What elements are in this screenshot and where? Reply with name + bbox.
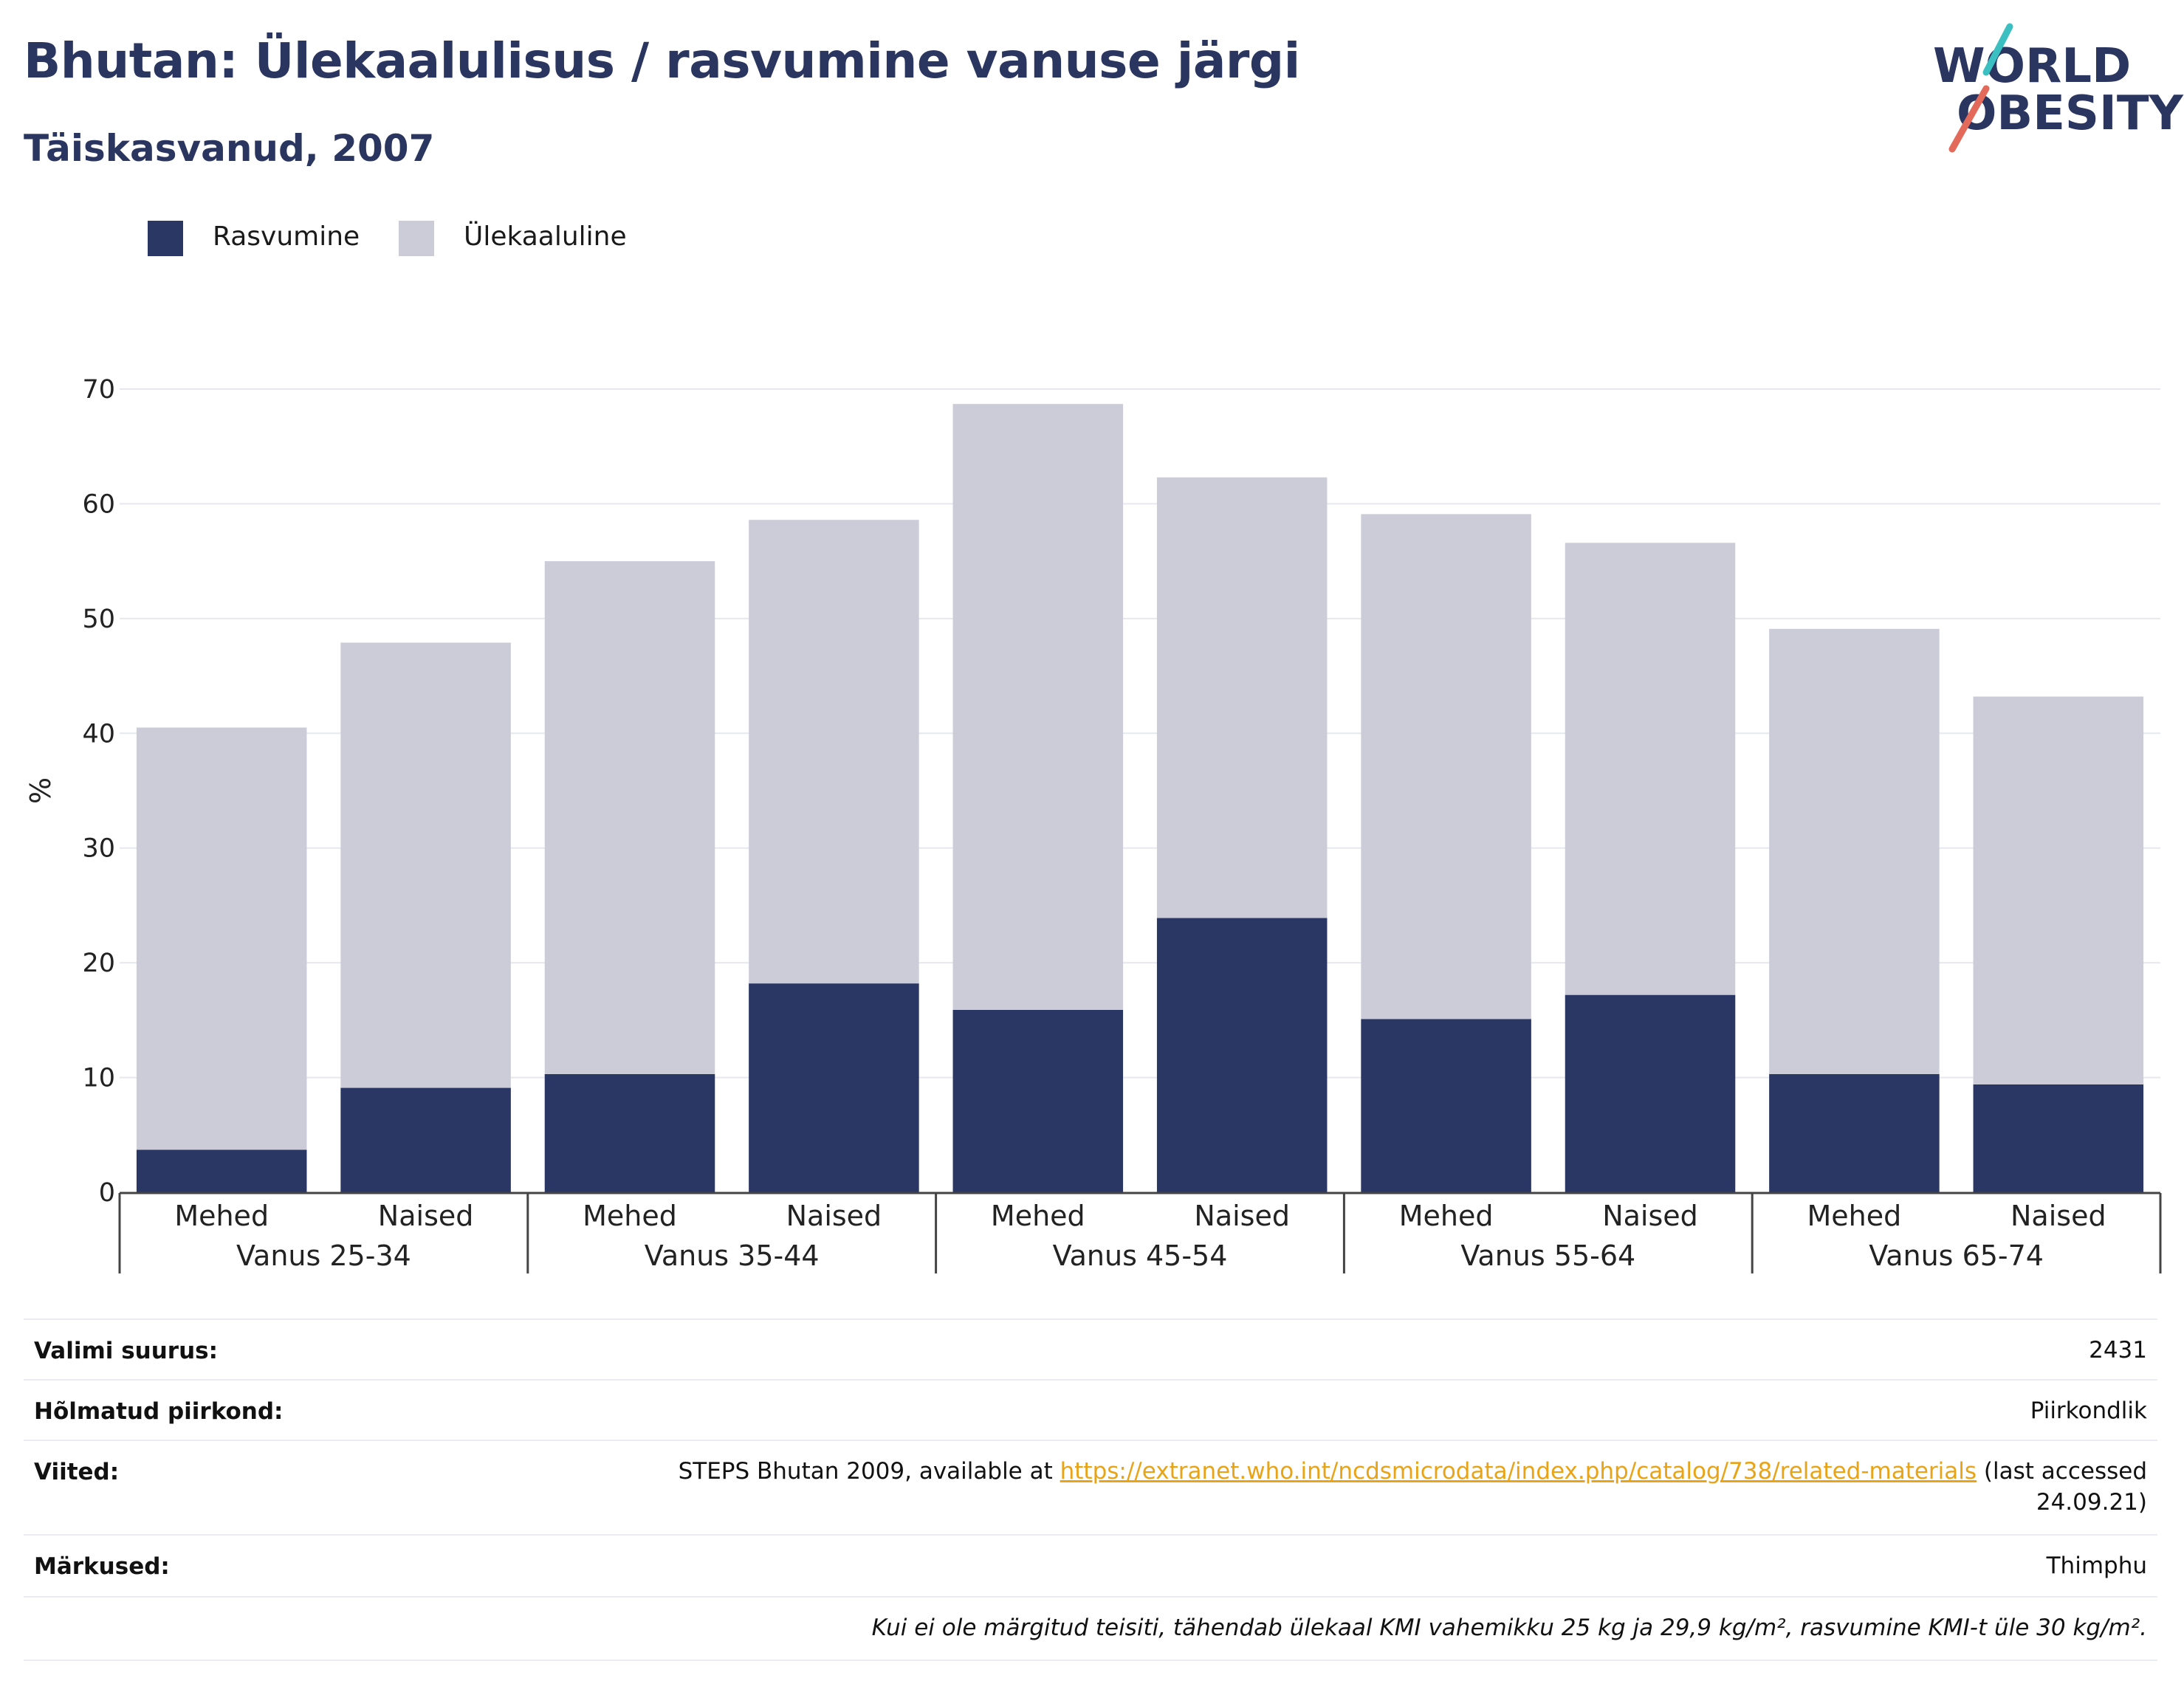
sample-size-label: Valimi suurus:: [34, 1338, 218, 1364]
info-row-footnote: Kui ei ole märgitud teisiti, tähendab ül…: [24, 1596, 2157, 1661]
y-tick-label: 60: [82, 489, 115, 519]
bar-rasvumine: [136, 1149, 307, 1192]
bar-rasvumine: [1156, 918, 1328, 1192]
references-date: 24.09.21): [2036, 1489, 2147, 1516]
legend-swatch-rasvumine: [148, 221, 183, 256]
info-row-references: Viited: STEPS Bhutan 2009, available at …: [24, 1440, 2157, 1534]
bar-rasvumine: [1769, 1073, 1940, 1192]
group-label: Vanus 35-44: [645, 1240, 820, 1272]
logo-text-obesity: OBESITY: [1957, 86, 2183, 141]
bar-rasvumine: [952, 1009, 1124, 1192]
region-label: Hõlmatud piirkond:: [34, 1398, 284, 1425]
notes-value: Thimphu: [2046, 1553, 2147, 1579]
bar-ulekaaluline: [1973, 696, 2144, 1084]
region-value: Piirkondlik: [2030, 1397, 2147, 1424]
bar-rasvumine: [340, 1087, 511, 1192]
x-tick-label: Mehed: [1399, 1200, 1494, 1232]
chart-title: Bhutan: Ülekaalulisus / rasvumine vanuse…: [24, 32, 1300, 89]
x-tick-label: Mehed: [1807, 1200, 1902, 1232]
info-table: Valimi suurus: 2431 Hõlmatud piirkond: P…: [24, 1318, 2157, 1661]
y-tick-label: 30: [82, 834, 115, 864]
logo-slash-icon: [1948, 23, 2013, 153]
notes-label: Märkused:: [34, 1553, 170, 1580]
info-row-sample: Valimi suurus: 2431: [24, 1318, 2157, 1379]
x-tick-label: Naised: [2010, 1200, 2106, 1232]
references-suffix: (last accessed: [1983, 1458, 2147, 1485]
y-axis-label: %: [24, 777, 57, 804]
bar-ulekaaluline: [340, 642, 511, 1088]
references-prefix: STEPS Bhutan 2009, available at: [678, 1458, 1053, 1485]
bar-ulekaaluline: [749, 520, 919, 984]
info-row-region: Hõlmatud piirkond: Piirkondlik: [24, 1379, 2157, 1440]
references-link[interactable]: https://extranet.who.int/ncdsmicrodata/i…: [1060, 1458, 1977, 1485]
y-tick-label: 70: [82, 375, 115, 405]
bar-ulekaaluline: [1565, 543, 1736, 995]
legend-label: Rasvumine: [213, 221, 360, 252]
x-tick-label: Naised: [378, 1200, 474, 1232]
bar-ulekaaluline: [544, 561, 715, 1074]
references-value: STEPS Bhutan 2009, available at https://…: [679, 1456, 2147, 1518]
bar-rasvumine: [544, 1073, 715, 1192]
chart-subtitle: Täiskasvanud, 2007: [24, 127, 435, 170]
bar-rasvumine: [1361, 1019, 1531, 1192]
group-label: Vanus 25-34: [236, 1240, 411, 1272]
legend-swatch-ulekaaluline: [399, 221, 434, 256]
y-tick-label: 50: [82, 605, 115, 634]
bar-rasvumine: [1973, 1084, 2144, 1192]
sample-size-value: 2431: [2089, 1337, 2147, 1364]
legend-label: Ülekaaluline: [464, 221, 627, 252]
group-label: Vanus 65-74: [1869, 1240, 2044, 1272]
info-row-notes: Märkused: Thimphu: [24, 1534, 2157, 1596]
group-label: Vanus 55-64: [1460, 1240, 1635, 1272]
bar-rasvumine: [749, 983, 919, 1192]
bar-ulekaaluline: [1769, 628, 1940, 1074]
bar-ulekaaluline: [1156, 477, 1328, 918]
bar-rasvumine: [1565, 994, 1736, 1192]
y-tick-label: 20: [82, 949, 115, 978]
footnote: Kui ei ole märgitud teisiti, tähendab ül…: [871, 1615, 2147, 1641]
references-label: Viited:: [34, 1459, 120, 1485]
x-tick-label: Mehed: [583, 1200, 677, 1232]
x-tick-label: Naised: [1602, 1200, 1698, 1232]
bar-ulekaaluline: [1361, 514, 1531, 1020]
bar-ulekaaluline: [952, 404, 1124, 1010]
stacked-bar-chart: 0 10 20 30 40 50 60 70% Mehed Naised Mehed Naised Me…: [24, 375, 2162, 1273]
x-tick-label: Naised: [786, 1200, 882, 1232]
bar-ulekaaluline: [136, 727, 307, 1150]
x-tick-label: Naised: [1194, 1200, 1290, 1232]
world-obesity-logo: WORLD OBESITY: [1927, 21, 2183, 154]
logo-text-world: WORLD: [1933, 39, 2132, 94]
y-tick-label: 40: [82, 719, 115, 749]
y-tick-label: 10: [82, 1064, 115, 1093]
x-tick-label: Mehed: [991, 1200, 1085, 1232]
group-label: Vanus 45-54: [1053, 1240, 1228, 1272]
y-tick-label: 0: [99, 1178, 115, 1208]
x-tick-label: Mehed: [174, 1200, 269, 1232]
